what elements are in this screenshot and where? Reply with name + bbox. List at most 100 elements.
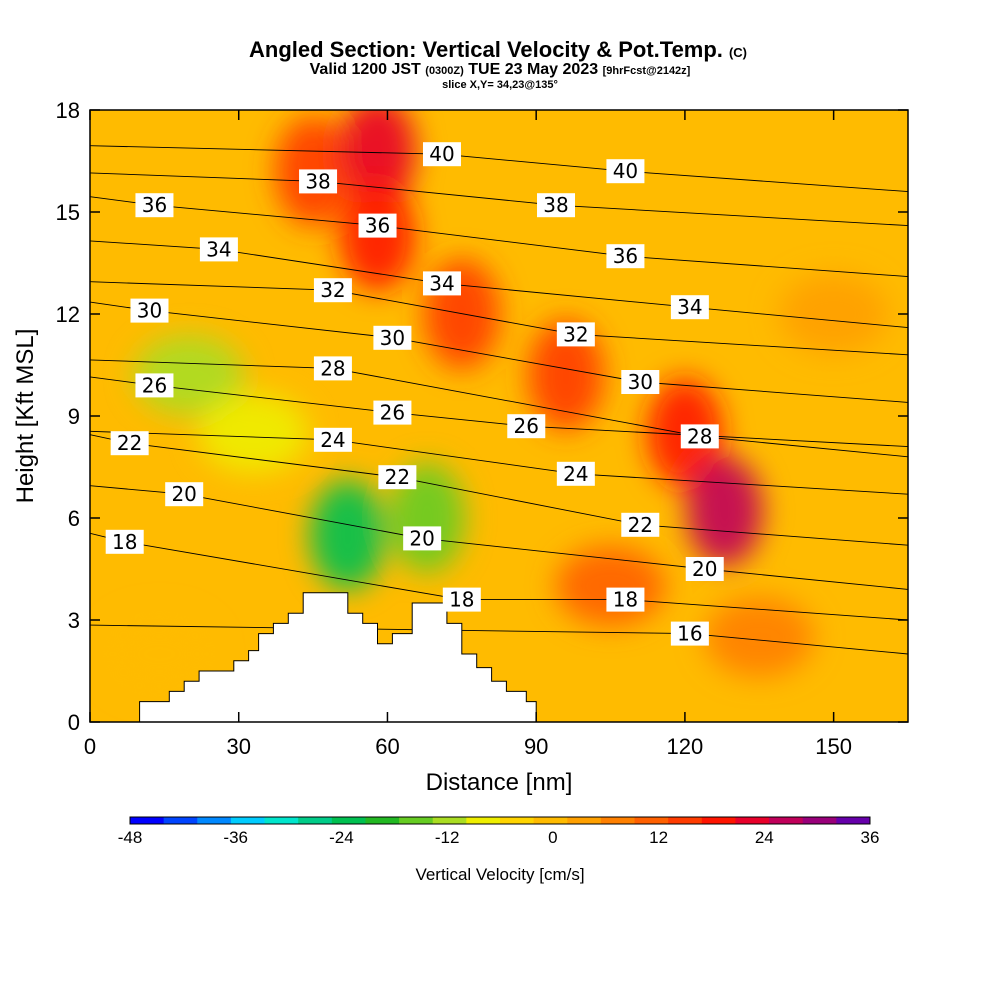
svg-text:22: 22 — [117, 431, 142, 455]
slice-label: slice X,Y= 34,23@135° — [442, 79, 558, 91]
velocity-cell — [704, 597, 815, 677]
contour-label: 24 — [556, 461, 595, 486]
contour-label: 30 — [130, 298, 169, 323]
svg-text:28: 28 — [320, 356, 345, 380]
contour-label: 34 — [670, 295, 709, 320]
contour-label: 28 — [680, 424, 719, 449]
velocity-cell — [555, 546, 666, 626]
colorbar-swatch — [331, 817, 366, 824]
y-tick-label: 15 — [56, 200, 80, 225]
contour-label: 18 — [606, 587, 645, 612]
svg-text:32: 32 — [563, 322, 588, 346]
contour-label: 20 — [165, 482, 204, 507]
colorbar-swatch — [634, 817, 669, 824]
velocity-cell — [778, 274, 889, 354]
colorbar-swatch — [163, 817, 198, 824]
colorbar-swatch — [264, 817, 299, 824]
svg-text:30: 30 — [628, 370, 653, 394]
x-tick-label: 150 — [815, 734, 852, 759]
colorbar-swatch — [836, 817, 871, 824]
contour-label: 38 — [537, 193, 576, 218]
svg-text:18: 18 — [449, 588, 474, 612]
plot-area — [90, 110, 908, 722]
y-tick-label: 12 — [56, 302, 80, 327]
velocity-cell — [198, 393, 309, 473]
contour-label: 34 — [199, 237, 238, 262]
svg-text:38: 38 — [305, 169, 330, 193]
y-tick-label: 9 — [68, 404, 80, 429]
contour-label: 20 — [403, 526, 442, 551]
contour-label: 20 — [685, 557, 724, 581]
contour-label: 32 — [556, 322, 595, 347]
contour-label: 32 — [313, 278, 352, 303]
chart-subtitle: Valid 1200 JST (0300Z) TUE 23 May 2023 [… — [310, 61, 691, 78]
terrain — [139, 592, 537, 722]
contour-label: 22 — [110, 431, 149, 456]
x-tick-label: 60 — [375, 734, 399, 759]
contour-label: 36 — [358, 213, 397, 238]
contour-line — [90, 430, 908, 495]
svg-text:24: 24 — [320, 428, 345, 452]
svg-text:30: 30 — [380, 326, 405, 350]
colorbar-swatch — [197, 817, 232, 824]
svg-text:18: 18 — [112, 530, 137, 554]
svg-text:20: 20 — [409, 526, 434, 550]
contour-label: 36 — [135, 193, 174, 218]
contour-label: 34 — [422, 271, 461, 296]
contour-label: 22 — [621, 512, 660, 537]
svg-text:30: 30 — [137, 299, 162, 323]
colorbar-tick-label: 24 — [755, 828, 774, 847]
contour-line — [90, 145, 908, 193]
velocity-cell — [104, 614, 215, 694]
colorbar-tick-label: -12 — [435, 828, 460, 847]
x-tick-label: 120 — [667, 734, 704, 759]
colorbar-swatch — [802, 817, 837, 824]
velocity-cell — [686, 456, 763, 567]
x-tick-label: 30 — [226, 734, 250, 759]
contour-label: 22 — [378, 465, 417, 490]
svg-text:16: 16 — [677, 622, 702, 646]
svg-text:26: 26 — [142, 373, 167, 397]
colorbar-swatch — [365, 817, 400, 824]
colorbar-swatch — [399, 817, 434, 824]
svg-text:34: 34 — [206, 237, 231, 261]
contour-label: 26 — [507, 414, 546, 439]
svg-text:36: 36 — [142, 193, 167, 217]
colorbar-swatch — [600, 817, 636, 824]
colorbar-swatch — [230, 817, 266, 824]
svg-text:22: 22 — [628, 513, 653, 537]
contour-line — [90, 359, 908, 458]
chart-title: Angled Section: Vertical Velocity & Pot.… — [249, 37, 747, 62]
x-tick-label: 0 — [84, 734, 96, 759]
svg-text:26: 26 — [380, 401, 405, 425]
contour-label: 28 — [313, 356, 352, 381]
colorbar-swatch — [735, 817, 770, 824]
svg-text:22: 22 — [385, 465, 410, 489]
svg-text:34: 34 — [429, 271, 454, 295]
contour-label: 26 — [373, 400, 412, 425]
svg-text:28: 28 — [687, 424, 712, 448]
svg-text:38: 38 — [543, 193, 568, 217]
colorbar-swatch — [500, 817, 535, 824]
y-tick-label: 3 — [68, 608, 80, 633]
contour-label: 38 — [299, 169, 338, 194]
contour-label: 18 — [442, 587, 481, 612]
svg-text:40: 40 — [613, 159, 638, 183]
colorbar-label: Vertical Velocity [cm/s] — [415, 865, 584, 884]
contour-label: 36 — [606, 244, 645, 269]
colorbar-tick-label: 12 — [649, 828, 668, 847]
colorbar-swatch — [130, 817, 165, 824]
svg-text:24: 24 — [563, 462, 588, 486]
contour-label: 30 — [621, 370, 660, 394]
velocity-cell — [339, 110, 416, 206]
contour-label: 30 — [373, 325, 412, 350]
y-axis-label: Height [Kft MSL] — [12, 329, 39, 504]
svg-text:32: 32 — [320, 278, 345, 302]
colorbar-swatch — [533, 817, 568, 824]
svg-text:36: 36 — [613, 244, 638, 268]
svg-text:40: 40 — [429, 142, 454, 166]
colorbar-swatch — [432, 817, 467, 824]
contour-labels: 40 40 38 38 36 36 36 34 34 34 32 32 30 30 30 28 28 26 26 26… — [105, 142, 724, 646]
colorbar-tick-label: -24 — [329, 828, 354, 847]
colorbar: -48 -36 -24 -12 0 12 24 36 — [118, 816, 879, 847]
